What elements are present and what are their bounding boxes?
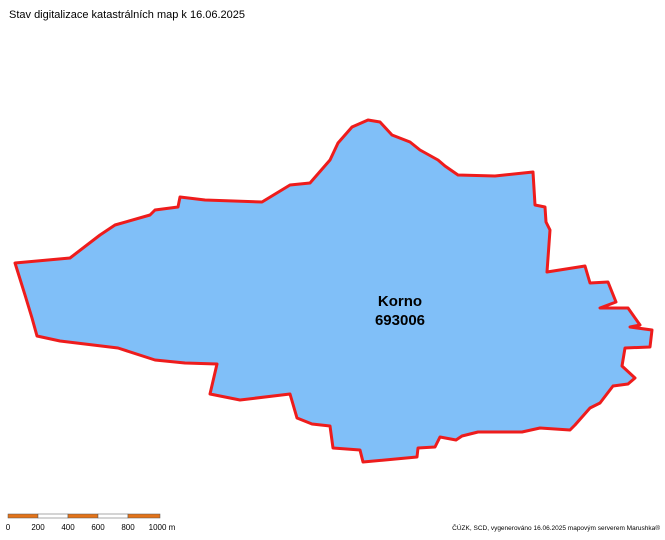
map-title: Stav digitalizace katastrálních map k 16… — [9, 9, 245, 21]
scale-label: 600 — [91, 523, 105, 532]
scale-label: 0 — [6, 523, 11, 532]
scale-bar — [7, 513, 161, 519]
area-code: 693006 — [375, 312, 425, 329]
scale-segment — [37, 513, 69, 519]
scale-label: 800 — [121, 523, 135, 532]
scale-segment — [127, 513, 161, 519]
attribution: ČÚZK, SCD, vygenerováno 16.06.2025 mapov… — [452, 523, 660, 532]
scale-label: 200 — [31, 523, 45, 532]
area-name: Korno — [378, 293, 422, 310]
cadastral-area — [13, 118, 654, 464]
scale-label: 1000 m — [149, 523, 176, 532]
scale-label: 400 — [61, 523, 75, 532]
scale-segment — [97, 513, 129, 519]
scale-segment — [67, 513, 99, 519]
scale-segment — [7, 513, 39, 519]
